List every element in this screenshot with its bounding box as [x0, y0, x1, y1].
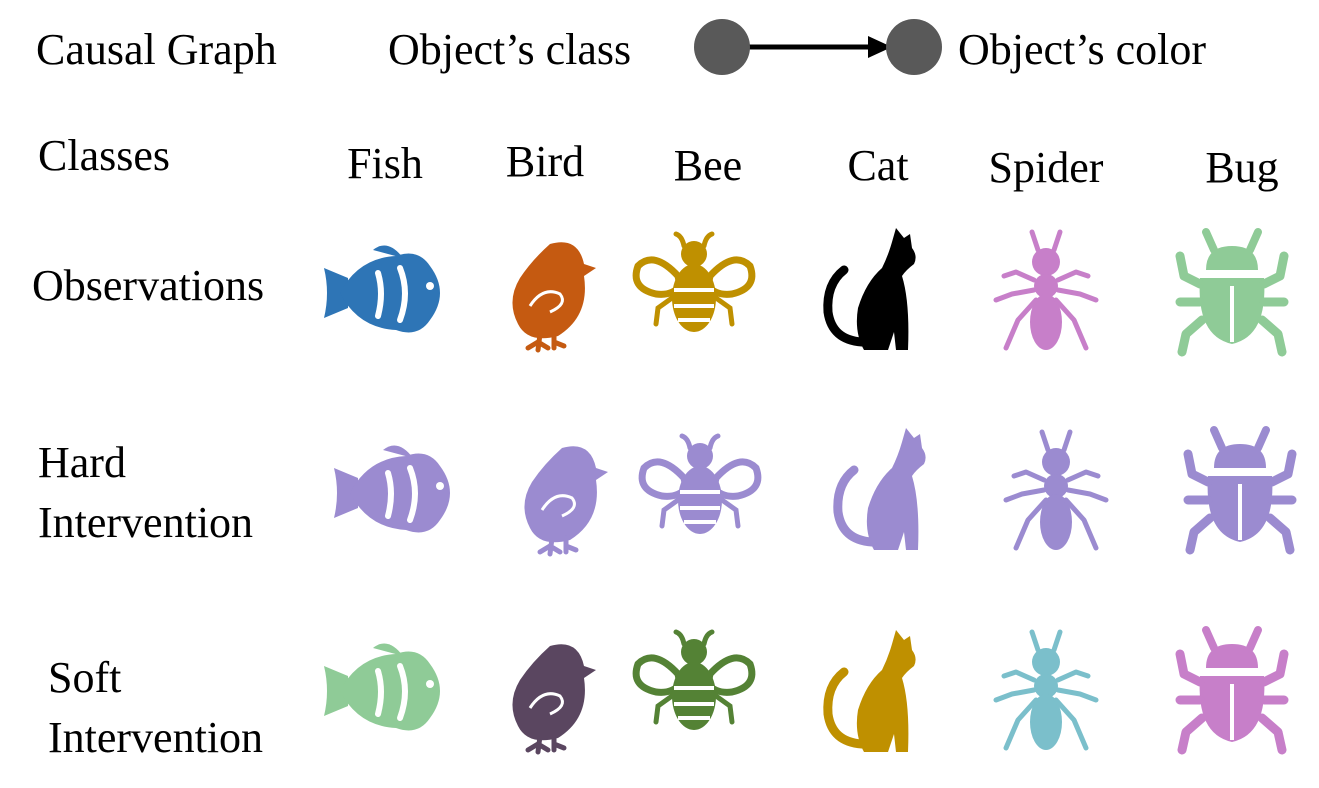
effect-node	[886, 19, 942, 75]
bird-icon	[524, 446, 608, 557]
fish-icon	[334, 445, 450, 533]
classes-label: Classes	[38, 131, 170, 180]
bug-icon	[1175, 228, 1289, 357]
bug-icon	[1175, 626, 1289, 755]
row-label-observations: Observations	[32, 264, 264, 308]
class-header-bird: Bird	[505, 137, 585, 186]
row-label-line: Observations	[32, 261, 265, 310]
bird-icon	[512, 242, 596, 353]
causal-graph-label: Causal Graph	[36, 25, 277, 74]
cause-node-label: Object’s class	[388, 25, 632, 74]
row-label-line: Intervention	[38, 498, 254, 547]
spider-icon	[993, 229, 1099, 351]
cause-node	[694, 19, 750, 75]
cat-icon	[823, 228, 916, 350]
cat-icon	[833, 428, 926, 550]
bug-icon	[1183, 426, 1297, 555]
row-label-line: Hard	[38, 438, 126, 487]
bee-icon	[632, 231, 756, 332]
fish-icon	[324, 643, 440, 731]
class-header-fish: Fish	[347, 139, 423, 188]
cat-icon	[823, 630, 916, 752]
row-label-line: Soft	[48, 653, 122, 702]
fish-icon	[324, 245, 440, 333]
row-label-hard-intervention: Hard Intervention	[38, 433, 253, 553]
bird-icon	[512, 644, 596, 755]
class-header-bee: Bee	[673, 141, 743, 190]
class-header-spider: Spider	[988, 143, 1104, 192]
class-header-cat: Cat	[847, 141, 909, 190]
effect-node-label: Object’s color	[958, 25, 1207, 74]
row-label-soft-intervention: Soft Intervention	[48, 648, 263, 768]
bee-icon	[638, 433, 762, 534]
arrow-head	[868, 36, 892, 58]
row-label-line: Intervention	[48, 713, 264, 762]
bee-icon	[632, 629, 756, 730]
class-header-bug: Bug	[1205, 143, 1279, 192]
spider-icon	[1003, 429, 1109, 551]
spider-icon	[993, 629, 1099, 751]
